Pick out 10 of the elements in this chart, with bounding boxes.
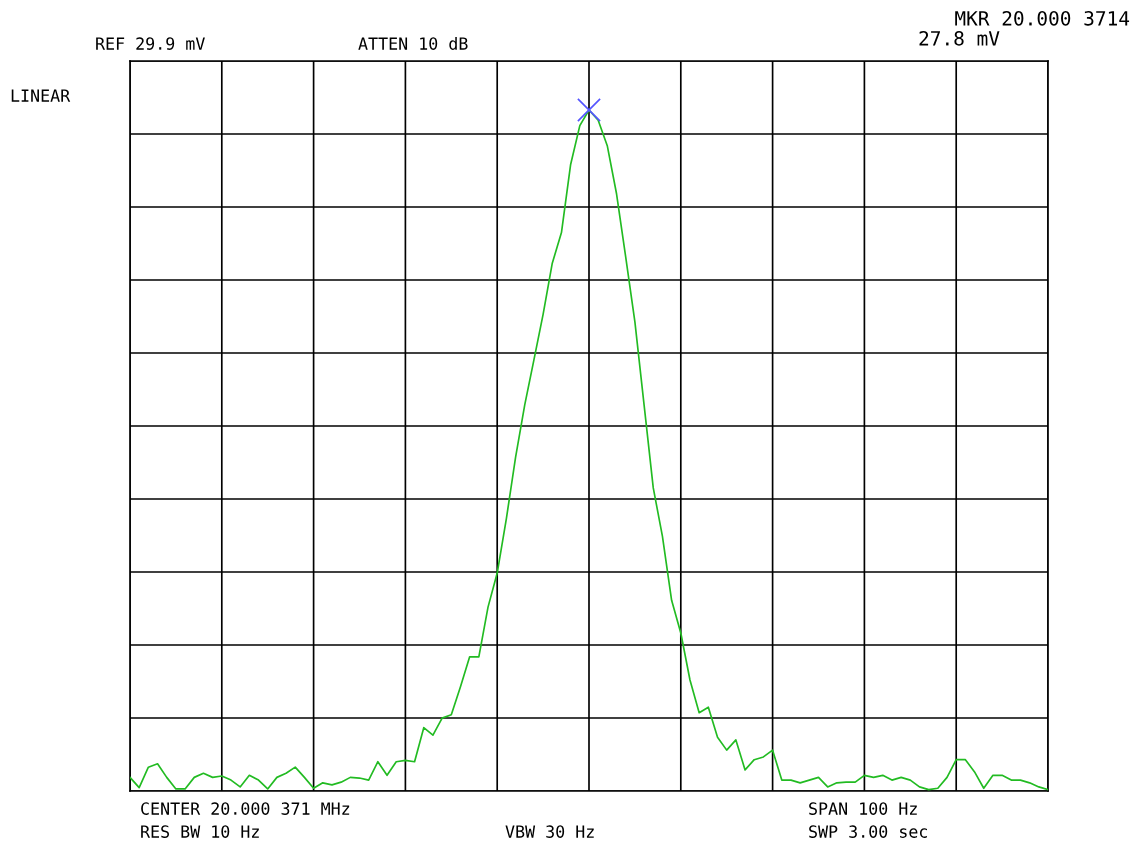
text: CENTER 20.000 371 MHz	[141, 802, 350, 815]
text: 27.8 mV	[919, 30, 1000, 46]
text: SPAN 100 Hz	[809, 802, 917, 815]
text: MKR 20.000 3714	[955, 10, 1130, 26]
text: VBW 30 Hz	[505, 825, 594, 838]
text: LINEAR	[11, 89, 71, 102]
text: SWP 3.00 sec	[809, 825, 928, 838]
text: ATTEN 10 dB	[358, 36, 468, 50]
text: RES BW 10 Hz	[141, 825, 259, 838]
text: REF 29.9 mV	[96, 37, 205, 50]
